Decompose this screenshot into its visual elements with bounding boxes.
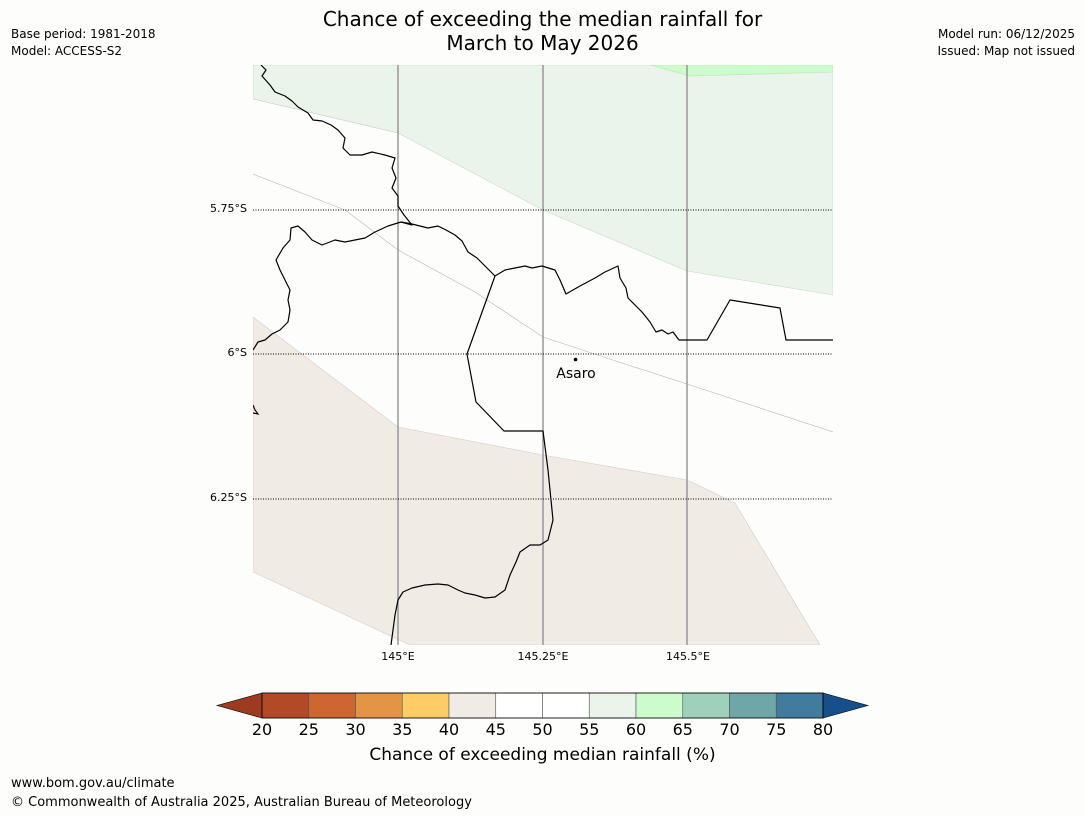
issued-status: Issued: Map not issued — [937, 44, 1075, 58]
lon-label: 145.5°E — [666, 650, 710, 663]
meta-left: Base period: 1981-2018 Model: ACCESS-S2 — [11, 26, 156, 60]
meta-right: Model run: 06/12/2025 Issued: Map not is… — [937, 26, 1075, 60]
model-run: Model run: 06/12/2025 — [937, 27, 1075, 41]
footer-url: www.bom.gov.au/climate — [11, 776, 175, 791]
colorbar-tick-label: 60 — [625, 720, 647, 739]
colorbar-label: Chance of exceeding median rainfall (%) — [369, 745, 716, 765]
lat-label: 6°S — [227, 346, 247, 359]
colorbar-tick-label: 25 — [298, 720, 319, 739]
footer-copyright: © Commonwealth of Australia 2025, Austra… — [11, 795, 472, 810]
colorbar-tick-label: 40 — [438, 720, 460, 739]
colorbar-bin — [635, 692, 684, 719]
colorbar-bin — [588, 692, 637, 719]
colorbar-bin — [729, 692, 777, 719]
colorbar-bin — [401, 692, 450, 719]
town-dot-icon — [573, 357, 578, 362]
province-border — [253, 404, 260, 415]
colorbar-extend-high — [822, 692, 870, 719]
colorbar-tick-label: 55 — [579, 720, 600, 739]
province-border — [253, 65, 413, 351]
base-period: Base period: 1981-2018 — [11, 27, 156, 41]
colorbar-bin — [542, 692, 590, 719]
province-border — [400, 221, 833, 341]
colorbar-tick-label: 70 — [719, 720, 740, 739]
colorbar-tick-label: 45 — [485, 720, 506, 739]
colorbar-bin — [448, 692, 497, 719]
colorbar-tick-label: 75 — [766, 720, 787, 739]
zone-45-50 — [253, 316, 821, 645]
colorbar-bin — [355, 692, 403, 719]
map-title: Chance of exceeding the median rainfall … — [0, 7, 1085, 55]
colorbar-bin — [495, 692, 543, 719]
colorbar-outline — [261, 692, 824, 719]
colorbar-tick-label: 65 — [672, 720, 693, 739]
lat-label: 6.25°S — [210, 491, 247, 504]
zone-60-65 — [649, 65, 833, 77]
colorbar-tick-label: 35 — [392, 720, 413, 739]
lat-label: 5.75°S — [210, 202, 247, 215]
lon-label: 145.25°E — [517, 650, 569, 663]
map-title-line-2: March to May 2026 — [446, 31, 639, 55]
colorbar-bin — [682, 692, 730, 719]
contour-line — [253, 173, 833, 433]
province-border — [390, 275, 554, 645]
colorbar-bin — [308, 692, 356, 719]
colorbar-tick-label: 50 — [532, 720, 553, 739]
colorbar-extend-low — [215, 692, 263, 719]
map-title-line-1: Chance of exceeding the median rainfall … — [322, 7, 763, 31]
colorbar-bin — [775, 692, 824, 719]
lon-label: 145°E — [381, 650, 415, 663]
colorbar-tick-label: 30 — [345, 720, 366, 739]
colorbar-bin — [261, 692, 310, 719]
contour-line — [253, 98, 399, 134]
colorbar-tick-label: 80 — [812, 720, 834, 739]
model-name: Model: ACCESS-S2 — [11, 44, 123, 58]
colorbar-tick-label: 20 — [251, 720, 273, 739]
place-label-asaro: Asaro — [556, 366, 595, 382]
